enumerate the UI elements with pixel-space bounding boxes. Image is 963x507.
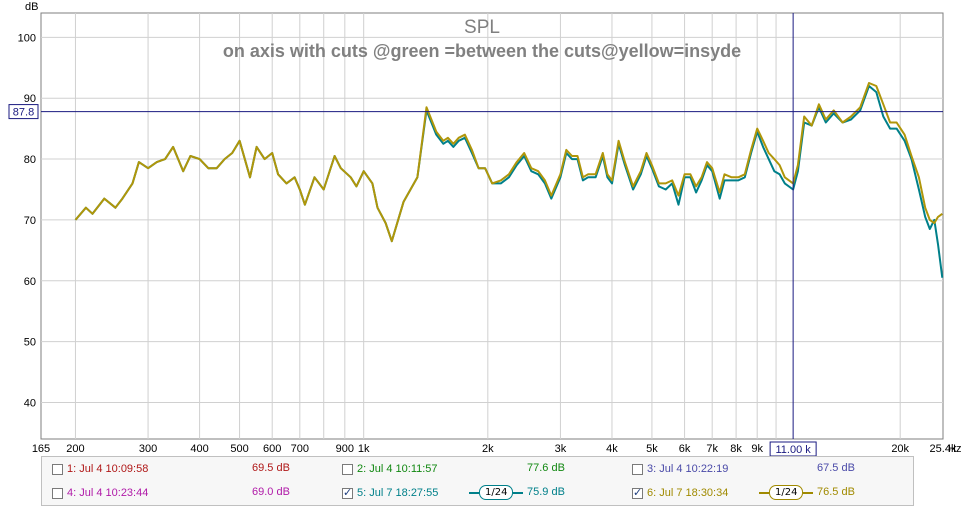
y-tick-label: 100: [18, 32, 36, 44]
chart-subtitle: on axis with cuts @green =between the cu…: [223, 41, 741, 61]
legend-value: 69.0 dB: [252, 486, 290, 498]
y-tick-label: 50: [24, 337, 36, 349]
legend-label: 3: Jul 4 10:22:19: [647, 463, 729, 475]
cursor-y-box: [8, 104, 39, 120]
legend-entry: 1: Jul 4 10:09:58: [52, 461, 148, 477]
x-tick-label: 200: [66, 443, 84, 455]
x-tick-label: 700: [291, 443, 309, 455]
x-tick-label: 165: [32, 443, 50, 455]
x-axis: 165 200 300 400 500 600 700 900 1k 2k 3k 4k 5k 6k 7k 8k…: [32, 443, 957, 455]
x-tick-label: 7k: [706, 443, 718, 455]
legend-checkbox[interactable]: [52, 463, 63, 475]
legend-value: 69.5 dB: [252, 462, 290, 474]
cursor-crosshair[interactable]: 87.8 11.00 k: [8, 13, 943, 457]
legend-value: 67.5 dB: [817, 462, 855, 474]
chart-title: SPL: [464, 17, 500, 38]
x-tick-label: 8k: [730, 443, 742, 455]
legend-checkbox[interactable]: [632, 463, 643, 475]
x-tick-label: 4k: [606, 443, 618, 455]
y-axis-label: dB: [25, 1, 38, 13]
y-tick-label: 90: [24, 93, 36, 105]
legend-label: 5: Jul 7 18:27:55: [357, 487, 439, 499]
smoothing-indicator[interactable]: 1/24: [469, 485, 524, 500]
legend-value: 75.9 dB: [527, 486, 565, 498]
smoothing-line: [513, 491, 524, 494]
x-tick-label: 900: [336, 443, 354, 455]
y-tick-label: 70: [24, 215, 36, 227]
x-tick-label: 3k: [555, 443, 567, 455]
series-layer: [74, 82, 944, 278]
x-axis-unit: Hz: [948, 443, 961, 455]
legend-label: 6: Jul 7 18:30:34: [647, 487, 729, 499]
smoothing-line: [469, 491, 479, 494]
legend-checkbox[interactable]: [52, 487, 63, 499]
x-tick-label: 600: [263, 443, 281, 455]
smoothing-line: [803, 491, 814, 494]
x-tick-label: 1k: [358, 443, 370, 455]
smoothing-line: [759, 491, 769, 494]
x-tick-label: 25.4k: [930, 443, 957, 455]
series-line-6: [74, 82, 943, 243]
x-tick-label: 300: [139, 443, 157, 455]
y-tick-label: 40: [24, 397, 36, 409]
legend-entry: 4: Jul 4 10:23:44: [52, 485, 148, 501]
x-tick-label: 20k: [891, 443, 909, 455]
smoothing-label: 1/24: [479, 485, 514, 500]
x-tick-label: 5k: [646, 443, 658, 455]
legend-checkbox[interactable]: [632, 486, 643, 499]
y-tick-label: 80: [24, 154, 36, 166]
legend-label: 4: Jul 4 10:23:44: [67, 487, 149, 499]
x-tick-label: 2k: [482, 443, 494, 455]
legend-panel: 1: Jul 4 10:09:58 69.5 dB 2: Jul 4 10:11:5…: [41, 456, 914, 506]
y-tick-label: 60: [24, 276, 36, 288]
x-tick-label: 400: [190, 443, 208, 455]
legend-entry: 2: Jul 4 10:11:57: [342, 461, 438, 477]
cursor-y-readout: 87.8: [13, 107, 34, 119]
legend-label: 2: Jul 4 10:11:57: [357, 463, 438, 475]
x-tick-label: 9k: [751, 443, 763, 455]
legend-value: 76.5 dB: [817, 486, 855, 498]
legend-entry: 3: Jul 4 10:22:19: [632, 461, 728, 477]
legend-checkbox[interactable]: [342, 486, 353, 499]
legend-value: 77.6 dB: [527, 462, 565, 474]
legend-entry: 6: Jul 7 18:30:34: [632, 485, 728, 501]
x-tick-label: 500: [230, 443, 248, 455]
legend-label: 1: Jul 4 10:09:58: [67, 463, 149, 475]
y-axis: 40 50 60 70 80 90 100: [18, 32, 36, 409]
legend-checkbox[interactable]: [342, 463, 353, 475]
smoothing-indicator[interactable]: 1/24: [759, 485, 814, 500]
legend-entry: 5: Jul 7 18:27:55: [342, 485, 438, 501]
x-tick-label: 6k: [679, 443, 691, 455]
cursor-x-readout: 11.00 k: [775, 444, 811, 456]
smoothing-label: 1/24: [769, 485, 804, 500]
plot-area[interactable]: [40, 12, 944, 440]
spl-chart[interactable]: 40 50 60 70 80 90 100 165 200 300 400 500 600 700 900…: [0, 0, 963, 460]
